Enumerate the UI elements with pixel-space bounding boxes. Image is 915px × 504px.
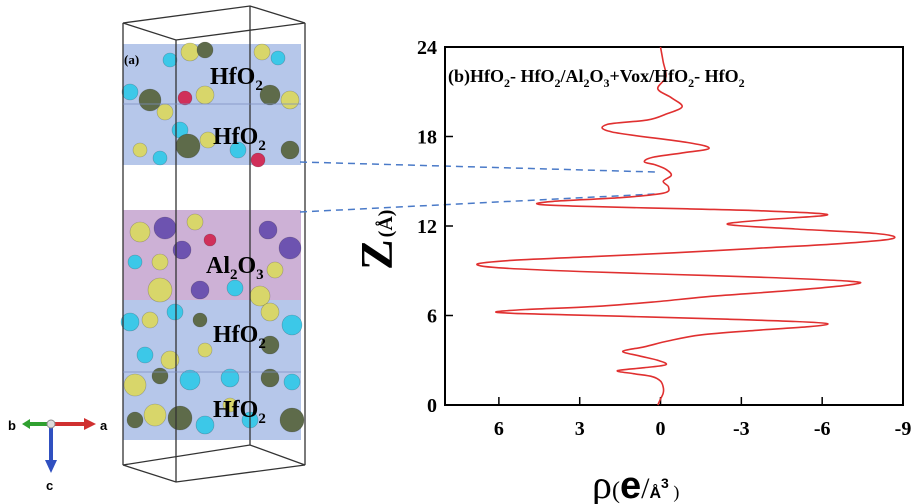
atom — [196, 41, 214, 59]
series-line-charge-density — [476, 46, 896, 406]
atom — [132, 142, 148, 158]
atom — [283, 373, 301, 391]
atom — [220, 368, 240, 388]
atom — [156, 103, 174, 121]
x-tick-label: 6 — [494, 418, 504, 440]
atom — [253, 43, 271, 61]
atom — [226, 279, 244, 297]
atom — [152, 150, 168, 166]
panel-a-label: (a) — [124, 52, 139, 67]
atom — [147, 277, 173, 303]
atom — [180, 42, 200, 62]
y-axis-label: Z(Å) — [351, 210, 402, 270]
atom — [162, 52, 178, 68]
x-tick-label: 0 — [656, 418, 666, 440]
atom — [229, 141, 247, 159]
atom — [136, 346, 154, 364]
x-tick-label: -3 — [733, 418, 750, 440]
atom — [126, 411, 144, 429]
atom — [279, 407, 305, 433]
y-tick-label: 6 — [427, 306, 437, 328]
atom — [141, 311, 159, 329]
atom — [260, 368, 280, 388]
axis-c-label: c — [46, 478, 53, 493]
y-tick-label: 12 — [417, 216, 437, 238]
y-tick-label: 18 — [417, 127, 437, 149]
layer-label-hfo2-3: HfO2 — [213, 322, 266, 352]
atom — [186, 213, 204, 231]
y-tick-label: 0 — [427, 395, 437, 417]
atom — [281, 314, 303, 336]
atom — [197, 342, 213, 358]
atom — [259, 84, 281, 106]
atom — [192, 312, 208, 328]
x-tick-label: 3 — [575, 418, 585, 440]
atom — [278, 236, 302, 260]
atom — [129, 221, 151, 243]
atom — [151, 253, 169, 271]
axis-b-label: b — [8, 418, 16, 433]
x-axis-label: ρ(e/Å3 ) — [592, 462, 679, 504]
layer-label-hfo2-2: HfO2 — [213, 124, 266, 154]
atom — [260, 302, 280, 322]
atom — [199, 131, 217, 149]
crystal-axes-indicator: a b c — [8, 418, 108, 493]
atom — [120, 312, 140, 332]
atom — [151, 367, 169, 385]
atom — [270, 50, 286, 66]
atom — [127, 254, 143, 270]
x-tick-label: -6 — [814, 418, 831, 440]
atom — [250, 152, 266, 168]
atom — [203, 233, 217, 247]
dashed-connector-lower — [299, 193, 656, 213]
x-tick-label: -9 — [895, 418, 912, 440]
atom — [153, 216, 177, 240]
atom — [266, 261, 284, 279]
atom — [258, 220, 278, 240]
atom — [121, 83, 139, 101]
atom — [190, 280, 210, 300]
dashed-connector-upper — [299, 161, 656, 173]
atom — [222, 397, 238, 413]
atom — [143, 403, 167, 427]
atom — [260, 335, 280, 355]
panel-b-chart: 6 3 0 -3 -6 -9 0 6 12 18 24 (b)HfO2- HfO2/Al2O3+V… — [351, 37, 911, 504]
atom — [138, 88, 162, 112]
atom — [166, 303, 184, 321]
atom — [195, 415, 215, 435]
atom — [167, 405, 193, 431]
plot-frame — [444, 46, 904, 406]
atom — [280, 90, 300, 110]
axis-a-label: a — [100, 418, 108, 433]
atom — [280, 140, 300, 160]
atom — [123, 373, 147, 397]
y-tick-label: 24 — [417, 37, 437, 59]
y-ticks: 0 6 12 18 24 — [417, 37, 453, 417]
panel-a-structure: (a) HfO2 HfO2 Al2O3 HfO2 HfO2 a b c — [8, 5, 306, 493]
layer-label-hfo2-4: HfO2 — [213, 397, 266, 427]
atom — [172, 240, 192, 260]
layer-label-al2o3: Al2O3 — [206, 253, 264, 283]
atom — [160, 350, 180, 370]
x-ticks: 6 3 0 -3 -6 -9 — [494, 397, 911, 440]
unit-cell-box — [122, 5, 306, 483]
atoms-group — [120, 41, 305, 435]
atom — [179, 369, 201, 391]
atom — [177, 90, 193, 106]
chart-title: (b)HfO2- HfO2/Al2O3+Vox/HfO2- HfO2 — [448, 66, 745, 90]
layer-label-hfo2-1: HfO2 — [210, 64, 263, 94]
atom — [175, 133, 201, 159]
atom — [249, 285, 271, 307]
